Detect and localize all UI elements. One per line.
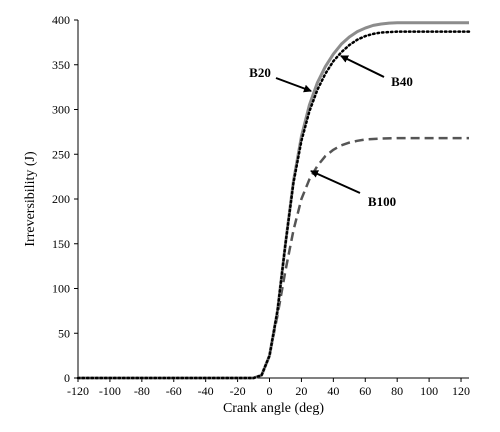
annotation-label-b100: B100	[368, 194, 396, 209]
x-tick-label: 20	[295, 384, 307, 398]
x-tick-label: 60	[359, 384, 371, 398]
series-layer	[76, 21, 471, 380]
y-tick-label: 50	[58, 326, 70, 340]
annotation-arrow-b100	[310, 170, 361, 194]
y-tick-label: 350	[52, 58, 70, 72]
x-tick-label: -40	[198, 384, 214, 398]
x-axis-title: Crank angle (deg)	[223, 401, 324, 416]
series-line-b100	[78, 136, 469, 380]
y-tick-label: 150	[52, 237, 70, 251]
y-tick-label: 200	[52, 192, 70, 206]
x-tick-label: -60	[166, 384, 182, 398]
y-tick-label: 100	[52, 282, 70, 296]
x-tick-label: 40	[327, 384, 339, 398]
x-tick-label: 80	[391, 384, 403, 398]
x-tick-label: -80	[134, 384, 150, 398]
annotation-label-b20: B20	[249, 65, 271, 80]
series-line-b40	[76, 30, 471, 380]
annotation-layer: B20 B40 B100	[249, 55, 413, 209]
y-axis-title: Irreversibility (J)	[23, 151, 38, 247]
y-tick-label: 400	[52, 13, 70, 27]
x-tick-label: 100	[420, 384, 438, 398]
annotation-arrow-b40	[340, 55, 385, 78]
x-tick-label: -20	[230, 384, 246, 398]
y-tick-label: 250	[52, 147, 70, 161]
x-tick-label: -120	[67, 384, 89, 398]
y-tick-label: 0	[64, 371, 70, 385]
x-tick-label: 120	[452, 384, 470, 398]
x-tick-label: -100	[99, 384, 121, 398]
annotation-label-b40: B40	[391, 74, 413, 89]
annotation-arrow-b20	[275, 77, 312, 93]
x-tick-label: 0	[267, 384, 273, 398]
y-tick-label: 300	[52, 103, 70, 117]
